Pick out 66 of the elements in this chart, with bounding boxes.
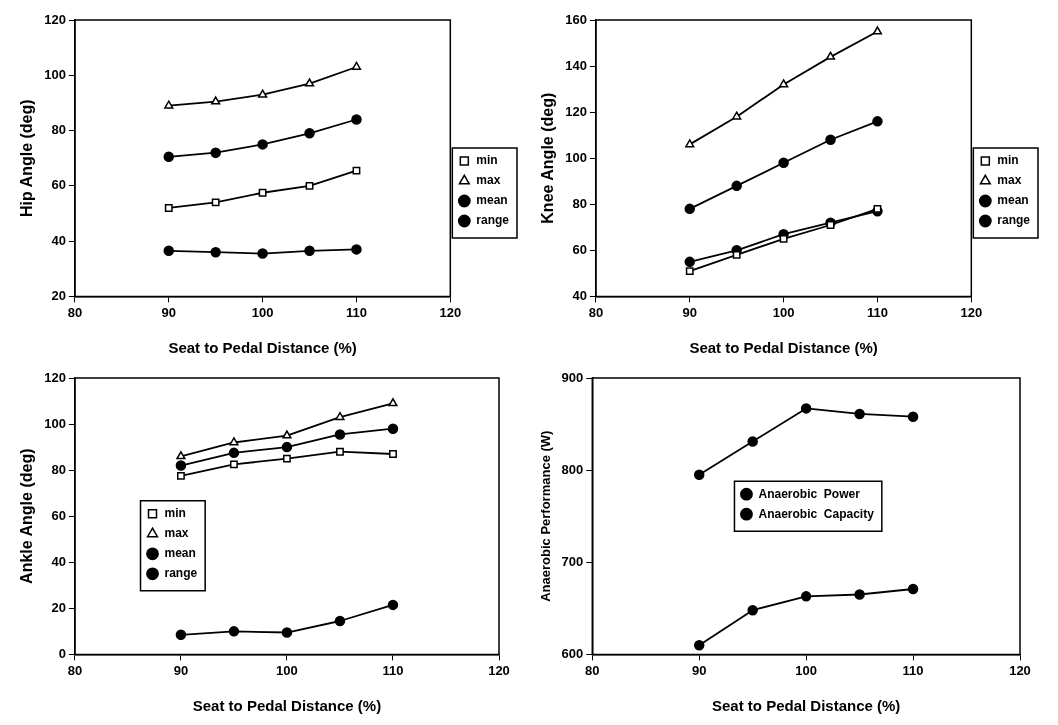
y-tick-label: 160	[565, 11, 587, 27]
x-tick-label: 80	[67, 662, 83, 678]
x-axis-title: Seat to Pedal Distance (%)	[168, 339, 357, 357]
x-tick-label: 100	[276, 662, 298, 678]
x-tick-label: 120	[1009, 662, 1031, 678]
y-tick-label: 120	[44, 369, 66, 385]
legend-label: mean	[997, 193, 1029, 208]
y-tick-label: 100	[44, 66, 66, 82]
y-tick-label: 120	[565, 103, 587, 119]
x-tick-label: 100	[772, 304, 795, 320]
y-tick-label: 800	[561, 461, 584, 477]
y-axis-title: Ankle Angle (deg)	[18, 448, 36, 584]
x-tick-label: 110	[866, 304, 888, 320]
y-tick-label: 140	[565, 57, 587, 73]
x-tick-label: 100	[795, 662, 817, 678]
y-tick-label: 40	[572, 287, 587, 303]
x-tick-label: 120	[488, 662, 510, 678]
y-axis-title: Hip Angle (deg)	[18, 99, 36, 218]
legend-label: Anaerobic Power	[758, 486, 861, 501]
x-tick-label: 90	[173, 662, 189, 678]
y-tick-label: 120	[44, 11, 66, 27]
x-tick-label: 120	[439, 304, 462, 320]
y-tick-label: 20	[51, 287, 66, 303]
y-tick-label: 0	[58, 645, 66, 661]
legend-label: mean	[164, 546, 196, 561]
y-tick-label: 80	[51, 122, 66, 138]
x-tick-label: 80	[67, 304, 83, 320]
legend-label: range	[164, 566, 198, 581]
legend-label: range	[476, 213, 510, 228]
legend-label: max	[164, 526, 189, 541]
legend-label: range	[997, 213, 1031, 228]
y-axis-title: Knee Angle (deg)	[539, 92, 557, 224]
legend-label: min	[476, 153, 498, 168]
y-tick-label: 80	[572, 195, 587, 211]
x-axis-title: Seat to Pedal Distance (%)	[711, 697, 901, 715]
x-tick-label: 120	[960, 304, 983, 320]
y-tick-label: 60	[572, 241, 587, 257]
legend-label: min	[164, 506, 186, 521]
legend-label: min	[997, 153, 1019, 168]
x-tick-label: 110	[902, 662, 924, 678]
y-tick-label: 80	[51, 461, 66, 477]
x-axis-title: Seat to Pedal Distance (%)	[689, 339, 878, 357]
x-tick-label: 90	[691, 662, 707, 678]
y-tick-label: 700	[561, 553, 584, 569]
legend-label: max	[476, 173, 501, 188]
y-tick-label: 20	[51, 599, 66, 615]
y-tick-label: 100	[565, 149, 587, 165]
x-tick-label: 90	[682, 304, 697, 320]
y-tick-label: 40	[51, 553, 66, 569]
x-axis-title: Seat to Pedal Distance (%)	[192, 697, 382, 715]
legend-label: mean	[476, 193, 508, 208]
y-tick-label: 600	[561, 645, 584, 661]
x-tick-label: 80	[585, 662, 600, 678]
x-tick-label: 110	[382, 662, 404, 678]
y-tick-label: 60	[51, 507, 66, 523]
x-tick-label: 110	[345, 304, 367, 320]
legend-label: Anaerobic Capacity	[758, 506, 875, 521]
y-axis-title: Anaerobic Performance (W)	[538, 430, 554, 602]
x-tick-label: 100	[251, 304, 274, 320]
y-tick-label: 40	[51, 232, 66, 248]
x-tick-label: 80	[588, 304, 604, 320]
legend-label: max	[997, 173, 1022, 188]
y-tick-label: 60	[51, 177, 66, 193]
y-tick-label: 100	[44, 415, 66, 431]
x-tick-label: 90	[161, 304, 176, 320]
y-tick-label: 900	[561, 369, 584, 385]
